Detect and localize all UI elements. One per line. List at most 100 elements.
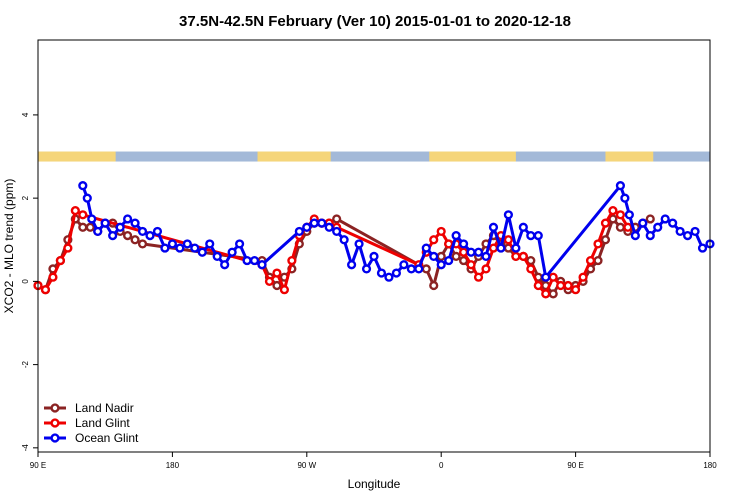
point-land-glint-33	[526, 264, 536, 274]
x-tick-label-4: 90 E	[567, 461, 583, 470]
point-ocean-glint-72	[697, 243, 708, 253]
land-ocean-mask	[38, 151, 710, 162]
point-ocean-glint-13	[167, 239, 178, 249]
point-ocean-glint-45	[436, 260, 446, 270]
x-tick-label-3: 0	[439, 461, 444, 470]
point-land-glint-6	[78, 210, 88, 220]
point-ocean-glint-56	[518, 222, 528, 232]
point-ocean-glint-11	[152, 226, 163, 237]
point-ocean-glint-54	[503, 210, 514, 220]
point-ocean-glint-36	[369, 251, 379, 262]
point-land-nadir-26	[421, 264, 431, 274]
point-land-glint-41	[585, 255, 596, 266]
point-land-glint-45	[615, 210, 626, 220]
point-ocean-glint-46	[444, 255, 454, 266]
point-ocean-glint-40	[399, 260, 409, 270]
point-ocean-glint-7	[122, 214, 133, 224]
x-axis-label: Longitude	[348, 477, 401, 491]
point-land-nadir-52	[615, 222, 626, 232]
point-ocean-glint-66	[653, 222, 663, 232]
x-tick-label-0: 90 E	[30, 461, 46, 470]
point-ocean-glint-18	[205, 239, 215, 249]
legend-label-ocean-glint: Ocean Glint	[75, 431, 139, 445]
point-ocean-glint-27	[302, 222, 312, 232]
point-ocean-glint-49	[466, 247, 476, 257]
point-land-glint-21	[436, 226, 446, 237]
point-ocean-glint-30	[324, 222, 334, 232]
point-ocean-glint-39	[391, 268, 402, 278]
point-land-nadir-14	[137, 239, 148, 249]
point-land-glint-26	[473, 272, 484, 282]
point-land-nadir-49	[593, 255, 603, 266]
point-land-nadir-17	[272, 280, 282, 291]
land-mask-segment-1	[257, 151, 331, 162]
legend-marker-land-glint	[50, 418, 60, 428]
point-land-nadir-13	[130, 235, 140, 245]
point-ocean-glint-32	[339, 235, 349, 245]
point-ocean-glint-1	[82, 193, 92, 203]
point-land-glint-20	[429, 235, 439, 245]
point-land-glint-27	[481, 264, 491, 274]
point-ocean-glint-62	[624, 210, 634, 220]
point-land-glint-4	[63, 243, 73, 253]
series-line-ocean-glint	[81, 184, 711, 279]
point-ocean-glint-58	[533, 230, 543, 241]
point-ocean-glint-24	[249, 255, 260, 266]
point-ocean-glint-23	[242, 255, 252, 266]
point-ocean-glint-16	[190, 243, 200, 253]
y-axis-label: XCO2 - MLO trend (ppm)	[2, 179, 16, 314]
point-ocean-glint-35	[361, 264, 372, 274]
point-land-glint-37	[556, 280, 566, 291]
point-ocean-glint-20	[220, 260, 230, 270]
point-ocean-glint-65	[645, 230, 655, 241]
point-ocean-glint-41	[406, 264, 416, 274]
point-ocean-glint-5	[108, 230, 118, 241]
point-ocean-glint-9	[137, 226, 148, 237]
point-land-glint-40	[578, 272, 588, 282]
point-ocean-glint-15	[182, 239, 192, 249]
point-land-glint-25	[466, 260, 476, 270]
series-ocean-glint	[78, 181, 715, 282]
point-ocean-glint-67	[660, 214, 670, 224]
point-ocean-glint-44	[429, 251, 439, 262]
point-ocean-glint-26	[294, 226, 304, 237]
point-land-nadir-43	[548, 289, 558, 299]
point-ocean-glint-19	[212, 251, 222, 262]
point-ocean-glint-53	[496, 243, 506, 253]
y-tick-label-3: 2	[21, 195, 30, 200]
point-land-nadir-28	[436, 251, 446, 262]
point-ocean-glint-14	[175, 243, 185, 253]
x-tick-label-5: 180	[703, 461, 717, 470]
point-ocean-glint-10	[145, 230, 155, 241]
point-ocean-glint-0	[78, 181, 88, 191]
point-land-glint-1	[40, 285, 51, 295]
point-ocean-glint-6	[115, 222, 125, 232]
point-ocean-glint-28	[309, 218, 319, 228]
point-ocean-glint-22	[235, 239, 245, 249]
point-ocean-glint-38	[384, 272, 394, 282]
point-land-glint-8	[264, 276, 275, 286]
series-layer	[33, 181, 715, 299]
point-ocean-glint-48	[459, 239, 469, 249]
point-ocean-glint-4	[100, 218, 110, 228]
point-ocean-glint-3	[93, 226, 103, 237]
point-ocean-glint-8	[130, 218, 140, 228]
point-land-glint-22	[444, 239, 454, 249]
point-ocean-glint-70	[682, 230, 693, 241]
point-ocean-glint-51	[481, 251, 491, 262]
point-ocean-glint-60	[615, 181, 626, 191]
point-ocean-glint-71	[690, 226, 700, 237]
point-land-glint-30	[503, 235, 514, 245]
point-ocean-glint-31	[332, 226, 342, 237]
point-ocean-glint-34	[354, 239, 364, 249]
point-land-glint-3	[55, 255, 66, 266]
chart-title: 37.5N-42.5N February (Ver 10) 2015-01-01…	[179, 13, 571, 30]
point-land-glint-42	[593, 239, 603, 249]
point-ocean-glint-55	[511, 243, 521, 253]
point-land-nadir-56	[645, 214, 655, 224]
point-ocean-glint-47	[451, 230, 461, 241]
point-ocean-glint-52	[488, 222, 499, 232]
y-tick-label-2: 0	[21, 279, 30, 284]
x-tick-label-2: 90 W	[297, 461, 316, 470]
